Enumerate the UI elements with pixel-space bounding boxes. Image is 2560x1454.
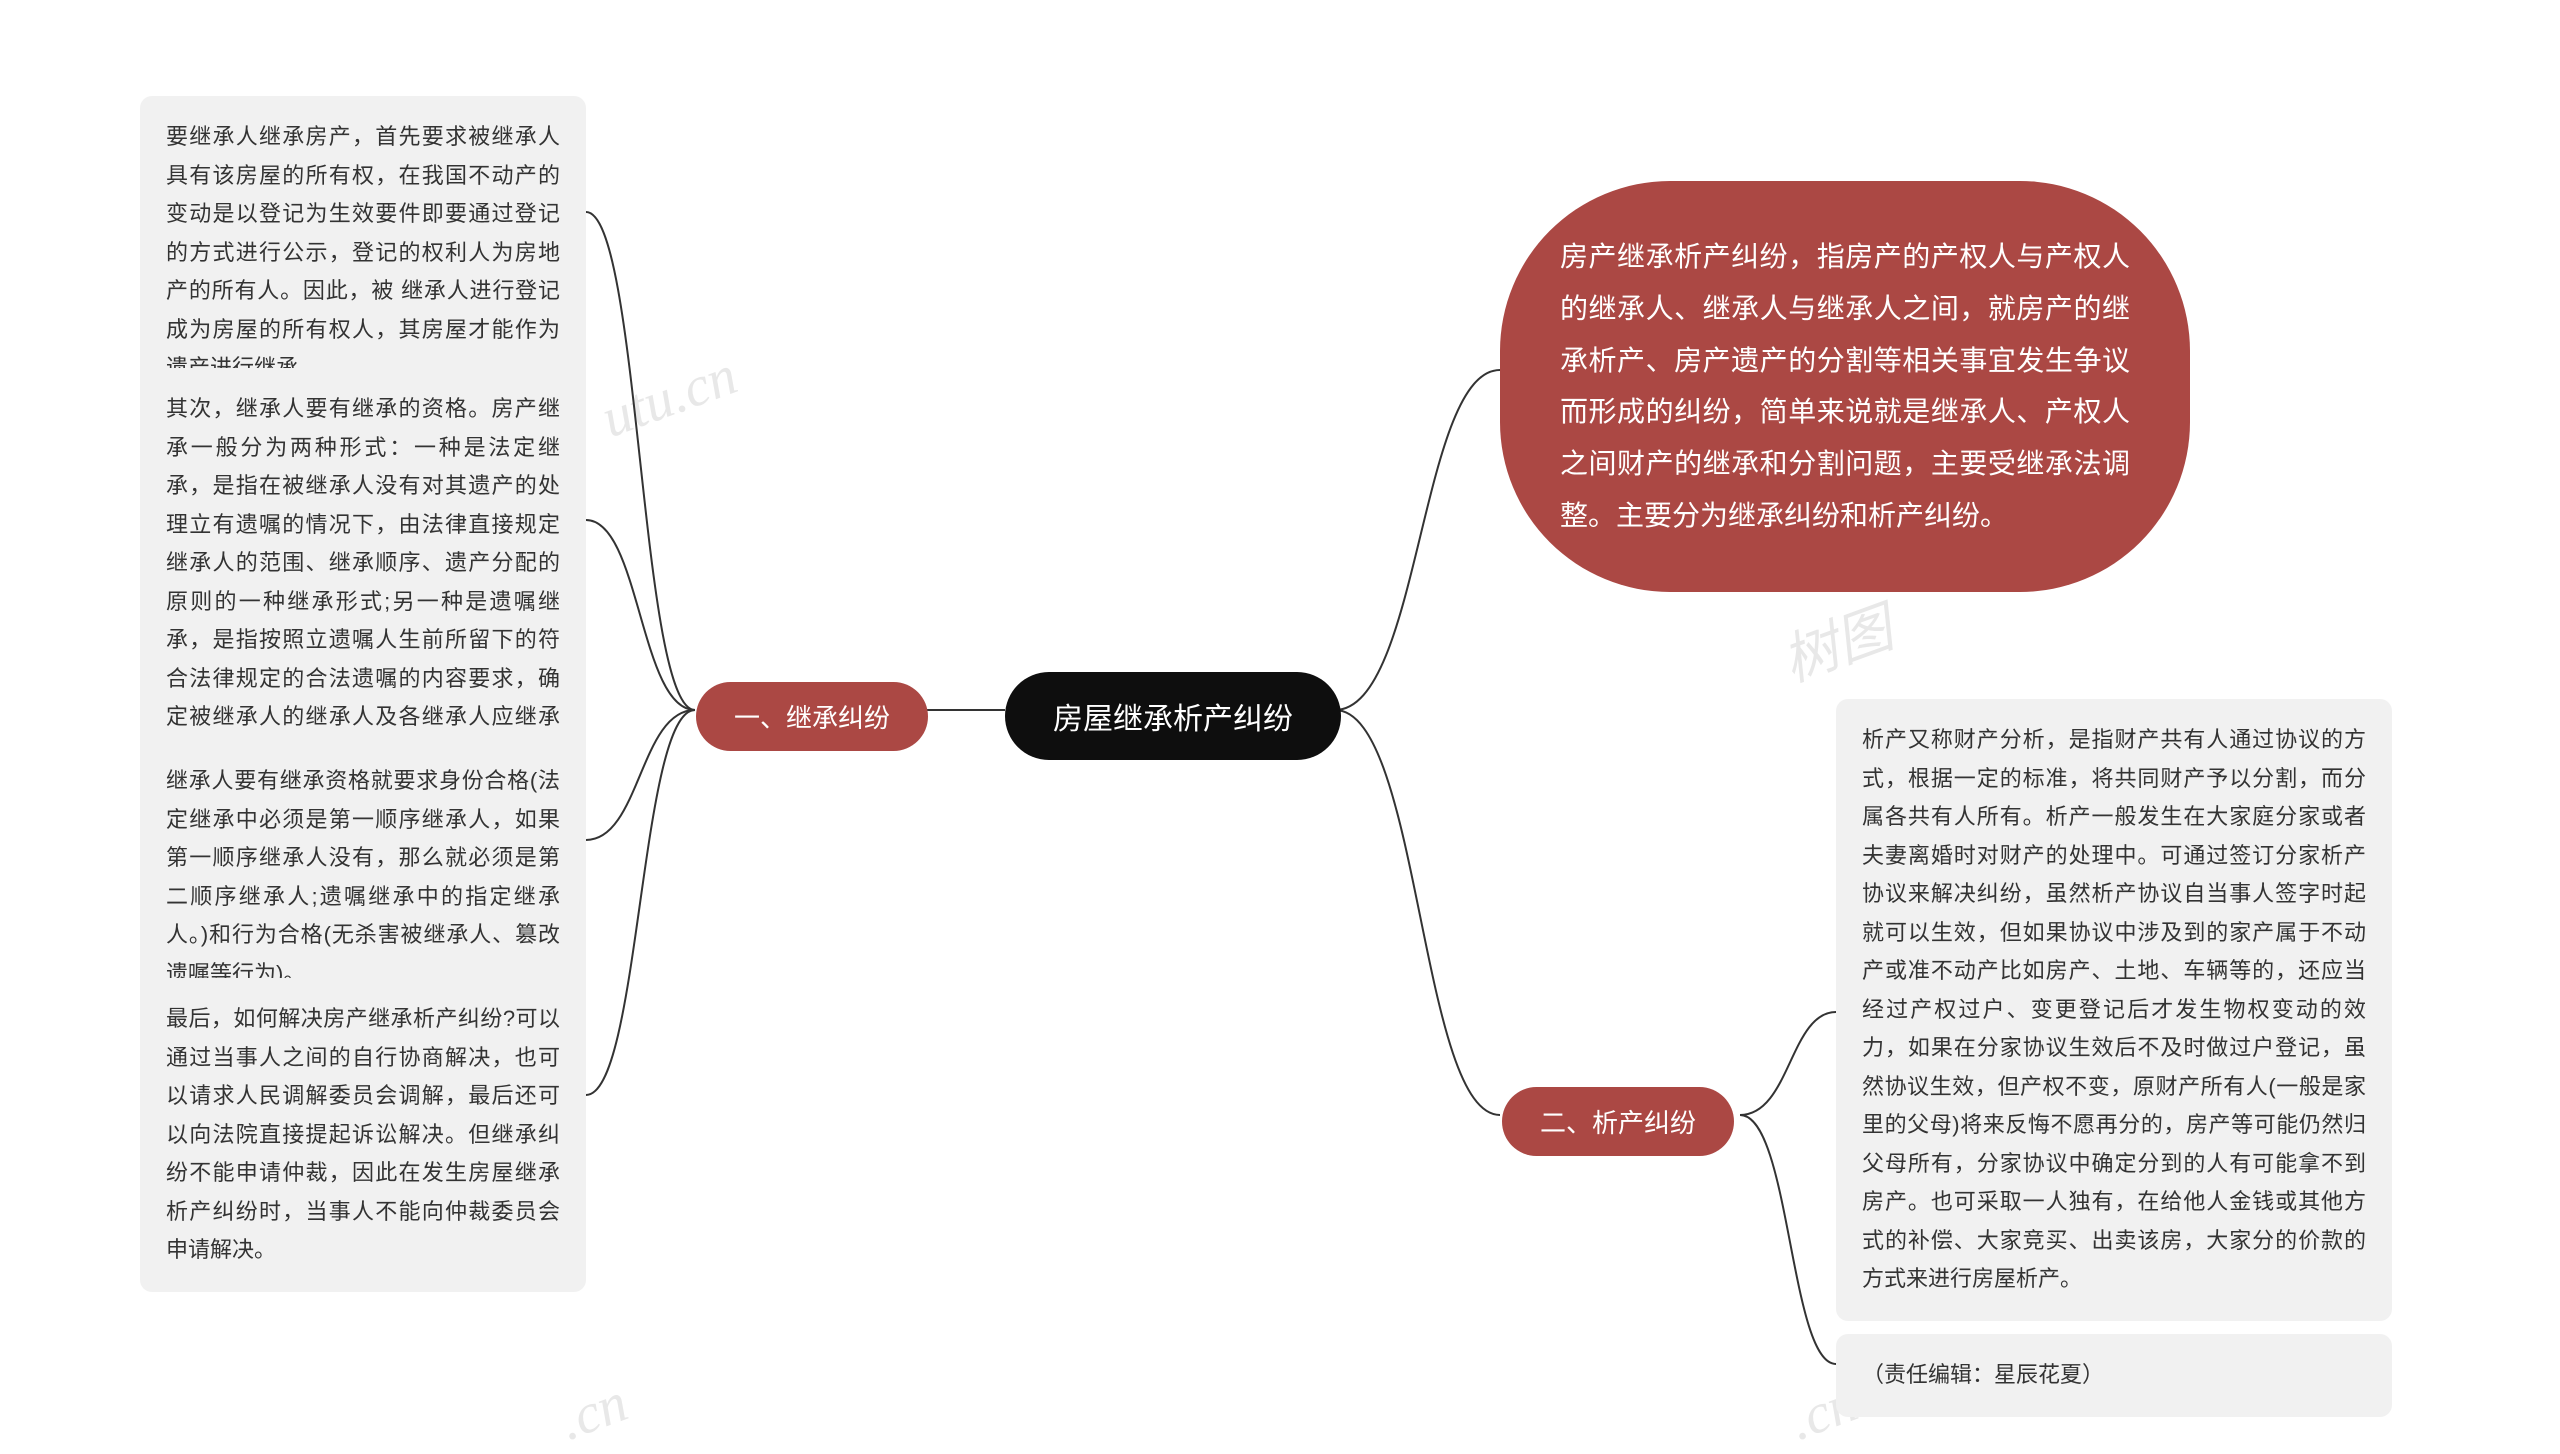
leaf-node: （责任编辑：星辰花夏）	[1836, 1334, 2392, 1417]
leaf-node: 要继承人继承房产，首先要求被继承人具有该房屋的所有权，在我国不动产的变动是以登记…	[140, 96, 586, 410]
branch-node-partition: 二、析产纠纷	[1502, 1087, 1734, 1156]
intro-text: 房产继承析产纠纷，指房产的产权人与产权人的继承人、继承人与继承人之间，就房产的继…	[1560, 241, 2130, 531]
leaf-text: 其次，继承人要有继承的资格。房产继承一般分为两种形式：一种是法定继承，是指在被继…	[166, 396, 560, 768]
leaf-text: 要继承人继承房产，首先要求被继承人具有该房屋的所有权，在我国不动产的变动是以登记…	[166, 124, 560, 380]
branch-node-inheritance: 一、继承纠纷	[696, 682, 928, 751]
leaf-node: 析产又称财产分析，是指财产共有人通过协议的方式，根据一定的标准，将共同财产予以分…	[1836, 699, 2392, 1321]
root-node: 房屋继承析产纠纷	[1005, 672, 1341, 760]
leaf-text: 继承人要有继承资格就要求身份合格(法定继承中必须是第一顺序继承人，如果第一顺序继…	[166, 768, 560, 986]
watermark: 树图	[1770, 583, 1903, 697]
watermark: utu.cn	[593, 343, 745, 450]
intro-node: 房产继承析产纠纷，指房产的产权人与产权人的继承人、继承人与继承人之间，就房产的继…	[1500, 181, 2190, 592]
leaf-text: （责任编辑：星辰花夏）	[1862, 1362, 2104, 1387]
leaf-node: 最后，如何解决房产继承析产纠纷?可以通过当事人之间的自行协商解决，也可以请求人民…	[140, 978, 586, 1292]
watermark: .cn	[551, 1370, 636, 1453]
leaf-text: 析产又称财产分析，是指财产共有人通过协议的方式，根据一定的标准，将共同财产予以分…	[1862, 727, 2366, 1291]
branch-label: 一、继承纠纷	[734, 703, 890, 733]
branch-label: 二、析产纠纷	[1540, 1108, 1696, 1138]
leaf-text: 最后，如何解决房产继承析产纠纷?可以通过当事人之间的自行协商解决，也可以请求人民…	[166, 1006, 560, 1262]
root-label: 房屋继承析产纠纷	[1053, 703, 1293, 736]
leaf-node: 继承人要有继承资格就要求身份合格(法定继承中必须是第一顺序继承人，如果第一顺序继…	[140, 740, 586, 1015]
leaf-node: 其次，继承人要有继承的资格。房产继承一般分为两种形式：一种是法定继承，是指在被继…	[140, 368, 586, 797]
